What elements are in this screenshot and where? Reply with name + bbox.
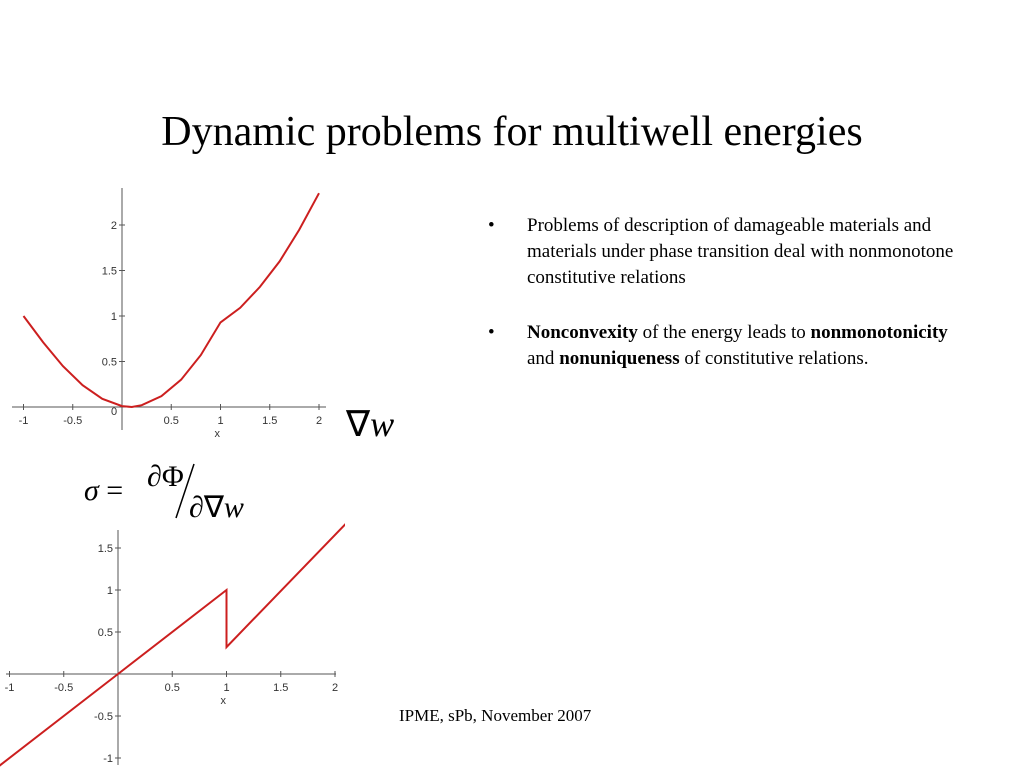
energy-x-tick-label: 2: [316, 415, 322, 427]
stress-x-tick-label: 0.5: [165, 682, 180, 694]
bullet-marker: •: [488, 322, 495, 343]
denominator-prefix: ∂∇: [189, 491, 224, 524]
w-symbol: w: [370, 404, 395, 444]
formula-lhs: σ =: [84, 474, 123, 508]
stress-x-tick-label: 2: [332, 682, 338, 694]
bullet-text: Problems of description of damageable ma…: [527, 215, 954, 288]
formula-denominator: ∂∇w: [189, 490, 244, 525]
energy-x-axis-label: x: [215, 428, 221, 440]
stress-y-tick-label: 1.5: [98, 543, 113, 555]
energy-x-tick-label: 1.5: [262, 415, 277, 427]
bullet-list: • Problems of description of damageable m…: [488, 213, 958, 401]
energy-ticks: -1 -0.5 0 0.5 1 1.5 2 0.5 1 1.5 2 x: [19, 220, 322, 440]
formula-numerator: ∂Φ: [147, 460, 184, 493]
stress-formula: σ = ∂Φ ∂∇w: [84, 460, 284, 524]
slide-footer: IPME, sPb, November 2007: [399, 706, 592, 725]
stress-x-tick-label: 1.5: [273, 682, 288, 694]
bullet-keyword: nonmonotonicity: [810, 322, 948, 343]
energy-y-tick-label: 0.5: [102, 357, 117, 369]
bullet-item: • Problems of description of damageable m…: [488, 213, 958, 291]
bullet-text: of constitutive relations.: [679, 348, 869, 369]
bullet-text: of the energy leads to: [637, 322, 811, 343]
stress-y-tick-label: 1: [107, 585, 113, 597]
fraction-slash: [175, 463, 195, 519]
energy-curve: [22, 192, 320, 409]
stress-curve: [0, 523, 345, 767]
energy-axes: [12, 188, 326, 430]
stress-axes: [6, 530, 336, 765]
stress-x-tick-label: -0.5: [54, 682, 73, 694]
energy-x-tick-label: -0.5: [63, 415, 82, 427]
stress-x-axis-label: x: [221, 695, 227, 707]
stress-y-tick-label: -0.5: [94, 711, 113, 723]
stress-x-tick-label: 1: [223, 682, 229, 694]
nabla-w-label: ∇w: [346, 403, 394, 445]
bullet-text: and: [527, 348, 560, 369]
slide-title: Dynamic problems for multiwell energies: [161, 109, 863, 155]
energy-x-tick-label: 0.5: [164, 415, 179, 427]
stress-chart: -1 -0.5 0.5 1 1.5 2 -1 -0.5 0.5 1 1.5 x: [0, 523, 345, 767]
energy-x-tick-label: 0: [111, 406, 117, 418]
bullet-item: • Nonconvexity of the energy leads to non…: [488, 320, 958, 372]
energy-x-tick-label: -1: [19, 415, 29, 427]
bullet-keyword: Nonconvexity: [527, 322, 638, 343]
equals-sign: =: [106, 474, 124, 507]
energy-y-tick-label: 1: [111, 311, 117, 323]
energy-y-tick-label: 2: [111, 220, 117, 232]
stress-y-tick-label: -1: [103, 753, 113, 765]
bullet-keyword: nonuniqueness: [559, 348, 680, 369]
energy-chart: -1 -0.5 0 0.5 1 1.5 2 0.5 1 1.5 2 x: [12, 188, 326, 440]
stress-ticks: -1 -0.5 0.5 1 1.5 2 -1 -0.5 0.5 1 1.5 x: [5, 543, 338, 765]
bullet-marker: •: [488, 215, 495, 236]
sigma-symbol: σ: [84, 474, 99, 507]
energy-x-tick-label: 1: [217, 415, 223, 427]
energy-y-tick-label: 1.5: [102, 266, 117, 278]
denominator-w: w: [223, 491, 244, 524]
stress-x-tick-label: -1: [5, 682, 15, 694]
nabla-symbol: ∇: [346, 404, 371, 444]
stress-y-tick-label: 0.5: [98, 627, 113, 639]
